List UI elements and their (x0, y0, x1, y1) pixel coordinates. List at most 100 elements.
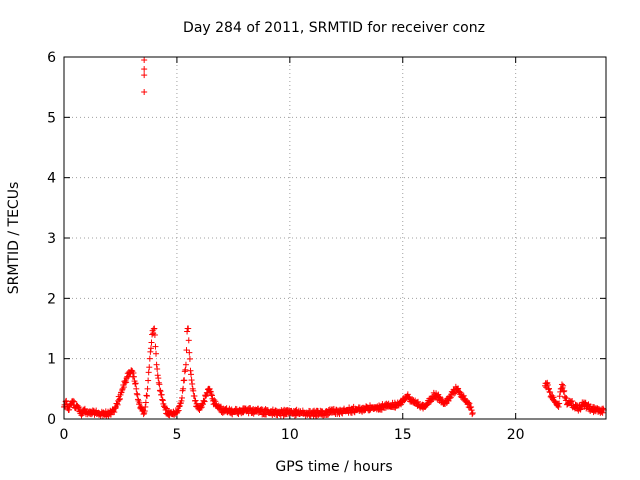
y-tick-label: 6 (47, 50, 56, 66)
data-point (404, 391, 411, 398)
y-axis-title: SRMTID / TECUs (6, 182, 22, 295)
data-point (466, 400, 473, 407)
data-point (178, 397, 185, 404)
data-point (146, 355, 153, 362)
data-point (158, 391, 165, 398)
data-point (577, 406, 584, 413)
data-point (133, 390, 140, 397)
data-point (156, 381, 163, 388)
data-point (181, 368, 188, 375)
data-point (145, 377, 152, 384)
data-point (208, 392, 215, 399)
data-point (451, 390, 458, 397)
data-point (143, 392, 150, 399)
data-point (120, 384, 127, 391)
data-point (159, 396, 166, 403)
data-point (141, 57, 148, 64)
data-point (112, 405, 119, 412)
data-point (186, 349, 193, 356)
data-point (136, 399, 143, 406)
data-point (469, 409, 476, 416)
y-tick-label: 1 (47, 352, 56, 368)
data-point (175, 407, 182, 414)
data-point (141, 72, 148, 79)
data-point (147, 348, 154, 355)
data-point (143, 392, 150, 399)
data-point (146, 364, 153, 371)
x-tick-label: 5 (172, 427, 181, 443)
data-point (455, 385, 462, 392)
data-point (312, 412, 319, 419)
x-axis-title: GPS time / hours (275, 459, 392, 475)
data-point (155, 379, 162, 386)
y-tick-label: 4 (47, 171, 56, 187)
data-point (190, 387, 197, 394)
x-tick-labels: 0 5 10 15 20 (60, 427, 525, 443)
data-point (126, 370, 133, 377)
data-point (547, 389, 554, 396)
data-point (157, 388, 164, 395)
data-point (142, 403, 149, 410)
data-point (147, 345, 154, 352)
y-tick-label: 0 (47, 412, 56, 428)
data-point (114, 401, 121, 408)
data-point (457, 389, 464, 396)
data-point (70, 397, 77, 404)
data-point (107, 411, 114, 418)
data-point (66, 406, 73, 413)
data-point (141, 88, 148, 95)
grid-lines (64, 57, 606, 419)
data-point (556, 393, 563, 400)
data-point (182, 366, 189, 373)
y-tick-label: 3 (47, 231, 56, 247)
data-point (151, 325, 158, 332)
data-points (61, 57, 607, 420)
data-point (445, 397, 452, 404)
data-point (132, 380, 139, 387)
data-point (141, 408, 148, 415)
data-point (176, 402, 183, 409)
data-point (569, 398, 576, 405)
data-point (414, 398, 421, 405)
x-tick-label: 0 (60, 427, 69, 443)
data-point (184, 328, 191, 335)
data-point (185, 325, 192, 332)
data-point (132, 380, 139, 387)
data-point (181, 377, 188, 384)
y-tick-labels: 0 1 2 3 4 5 6 (47, 50, 56, 428)
data-point (152, 343, 159, 350)
data-point (154, 365, 161, 372)
data-point (456, 388, 463, 395)
data-point (212, 398, 219, 405)
data-point (145, 369, 152, 376)
data-point (176, 403, 183, 410)
y-tick-label: 5 (47, 110, 56, 126)
data-point (202, 393, 209, 400)
data-point (116, 396, 123, 403)
data-point (558, 381, 565, 388)
data-point (545, 385, 552, 392)
data-point (447, 394, 454, 401)
data-point (460, 392, 467, 399)
data-point (162, 406, 169, 413)
data-point (549, 392, 556, 399)
data-point (75, 404, 82, 411)
data-point (141, 66, 148, 73)
data-point (556, 400, 563, 407)
data-point (155, 375, 162, 382)
data-point (204, 389, 211, 396)
data-point (468, 404, 475, 411)
data-point (174, 408, 181, 415)
data-point (153, 350, 160, 357)
x-tick-label: 15 (394, 427, 412, 443)
data-point (130, 369, 137, 376)
data-point (191, 393, 198, 400)
data-point (151, 331, 158, 338)
data-point (198, 404, 205, 411)
data-point (185, 337, 192, 344)
x-tick-label: 10 (281, 427, 299, 443)
chart-title: Day 284 of 2011, SRMTID for receiver con… (183, 20, 485, 36)
data-point (600, 405, 607, 412)
data-point (186, 355, 193, 362)
